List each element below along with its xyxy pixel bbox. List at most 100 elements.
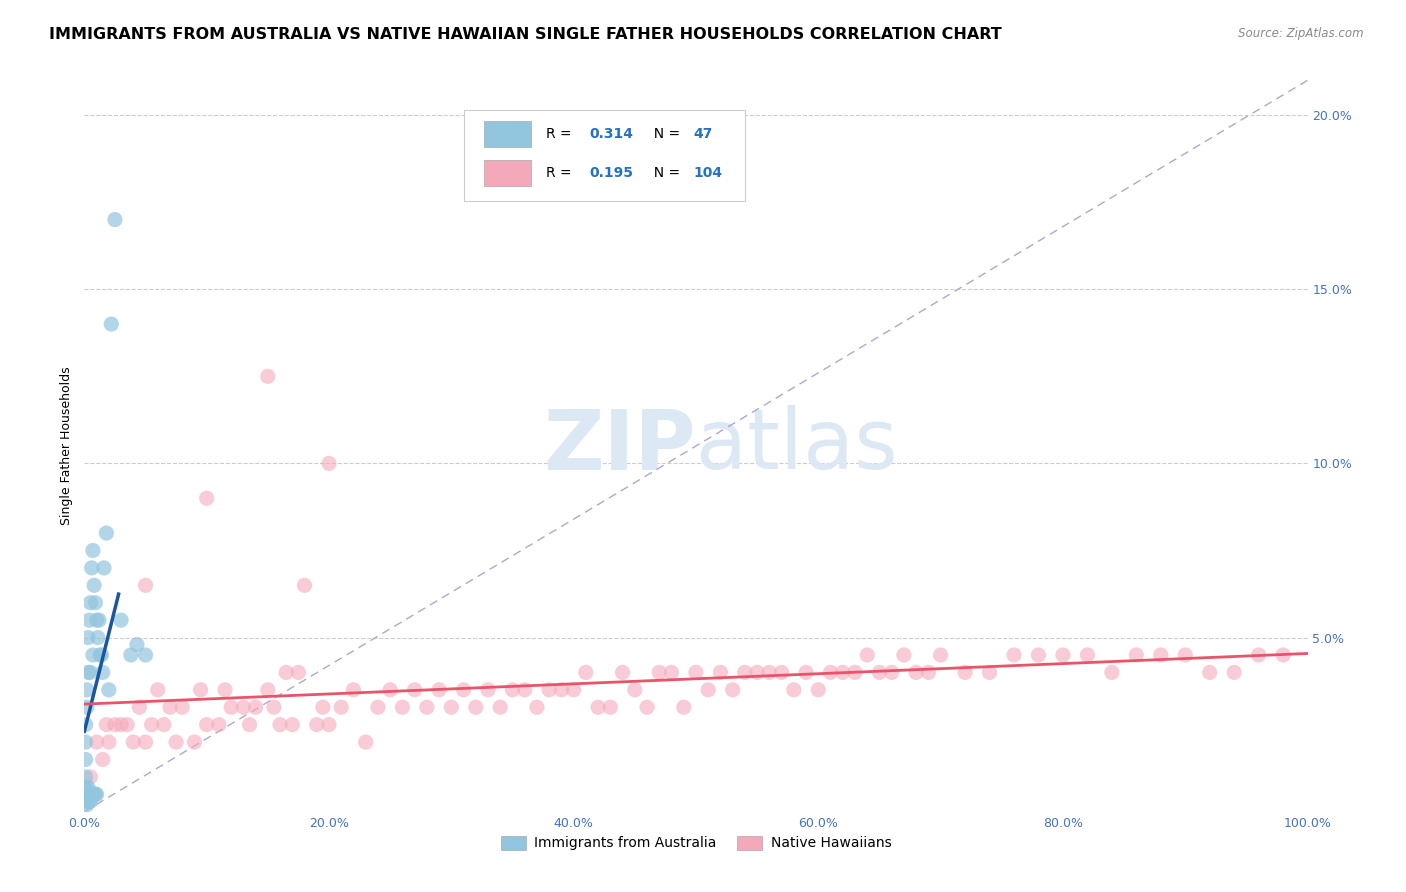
Point <box>79 794 101 808</box>
Point <box>953 665 976 680</box>
Point <box>77 613 100 627</box>
Point <box>75 717 97 731</box>
Point <box>1002 648 1025 662</box>
Point <box>820 665 842 680</box>
Point <box>685 665 707 680</box>
Point <box>856 648 879 662</box>
Point <box>1198 665 1220 680</box>
Point <box>86 735 108 749</box>
Text: N =: N = <box>644 166 685 180</box>
Point <box>1247 648 1270 662</box>
Point <box>100 317 122 331</box>
Point <box>153 717 176 731</box>
Point <box>245 700 267 714</box>
Point <box>979 665 1001 680</box>
Point <box>636 700 658 714</box>
Point <box>219 700 242 714</box>
Point <box>440 700 463 714</box>
Point <box>83 578 105 592</box>
Point <box>354 735 377 749</box>
Point <box>76 790 98 805</box>
Point <box>89 648 111 662</box>
Point <box>794 665 817 680</box>
Point <box>1076 648 1098 662</box>
Point <box>391 700 413 714</box>
Point <box>125 638 148 652</box>
Point <box>172 700 194 714</box>
Point <box>120 648 142 662</box>
Point <box>416 700 439 714</box>
Point <box>75 770 97 784</box>
Point <box>93 561 115 575</box>
Point <box>318 717 340 731</box>
Point <box>79 596 101 610</box>
Point <box>79 770 101 784</box>
Point <box>281 717 304 731</box>
Point <box>697 682 720 697</box>
Point <box>195 717 218 731</box>
Point <box>624 682 647 697</box>
Point <box>141 717 163 731</box>
Text: IMMIGRANTS FROM AUSTRALIA VS NATIVE HAWAIIAN SINGLE FATHER HOUSEHOLDS CORRELATIO: IMMIGRANTS FROM AUSTRALIA VS NATIVE HAWA… <box>49 27 1002 42</box>
Point <box>917 665 939 680</box>
Point <box>83 787 105 801</box>
Point <box>929 648 952 662</box>
Point <box>75 794 97 808</box>
Point <box>104 717 127 731</box>
Point <box>367 700 389 714</box>
Point <box>305 717 328 731</box>
Point <box>77 794 100 808</box>
Point <box>135 578 157 592</box>
Point <box>770 665 793 680</box>
Point <box>115 717 138 731</box>
Point <box>1028 648 1050 662</box>
Point <box>612 665 634 680</box>
Text: N =: N = <box>644 127 685 141</box>
Point <box>1272 648 1295 662</box>
Text: atlas: atlas <box>696 406 897 486</box>
Point <box>214 682 236 697</box>
Point <box>195 491 218 506</box>
Point <box>758 665 780 680</box>
Point <box>477 682 499 697</box>
Point <box>75 787 97 801</box>
Point <box>807 682 830 697</box>
Point <box>77 794 100 808</box>
Point <box>648 665 671 680</box>
Point <box>294 578 316 592</box>
FancyBboxPatch shape <box>484 160 531 186</box>
Point <box>159 700 181 714</box>
FancyBboxPatch shape <box>464 110 745 201</box>
Point <box>90 648 112 662</box>
Point <box>104 212 127 227</box>
Point <box>550 682 572 697</box>
Point <box>599 700 621 714</box>
Point <box>880 665 903 680</box>
Point <box>79 665 101 680</box>
Text: R =: R = <box>546 127 575 141</box>
Text: Source: ZipAtlas.com: Source: ZipAtlas.com <box>1239 27 1364 40</box>
Legend: Immigrants from Australia, Native Hawaiians: Immigrants from Australia, Native Hawaii… <box>495 830 897 856</box>
Point <box>721 682 744 697</box>
Point <box>1101 665 1123 680</box>
Text: 104: 104 <box>693 166 723 180</box>
Point <box>831 665 853 680</box>
Point <box>183 735 205 749</box>
Point <box>257 369 280 384</box>
Point <box>734 665 756 680</box>
Point <box>526 700 548 714</box>
Point <box>238 717 260 731</box>
Text: R =: R = <box>546 166 575 180</box>
Point <box>869 665 891 680</box>
Point <box>135 735 157 749</box>
Point <box>80 787 103 801</box>
Point <box>76 784 98 798</box>
Point <box>1223 665 1246 680</box>
Text: 47: 47 <box>693 127 713 141</box>
Point <box>110 613 132 627</box>
Point <box>232 700 254 714</box>
Point <box>165 735 187 749</box>
Point <box>844 665 866 680</box>
Point <box>318 457 340 471</box>
Point <box>146 682 169 697</box>
